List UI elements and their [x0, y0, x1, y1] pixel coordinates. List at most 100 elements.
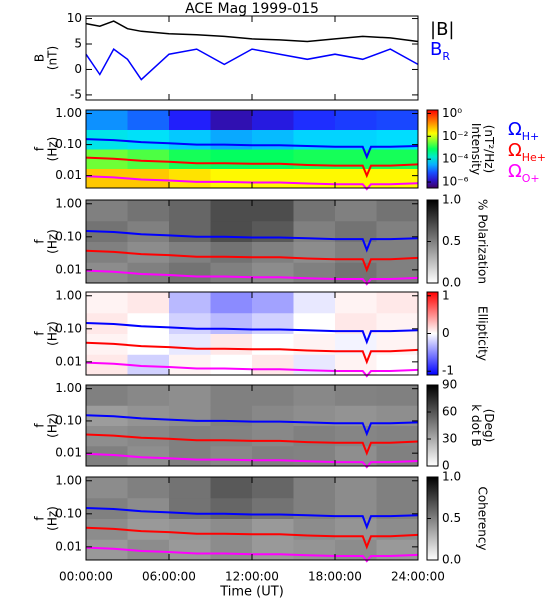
heatmap-cell [335, 405, 377, 426]
cyclotron-line [85, 361, 419, 378]
heatmap-cell [127, 405, 170, 426]
figure-title: ACE Mag 1999-015 [185, 1, 319, 17]
heatmap-cell [210, 241, 253, 263]
heatmap-cell [252, 445, 294, 467]
heatmap-cell [127, 220, 170, 242]
heatmap-cell [376, 477, 419, 499]
legend-entry: BR [430, 39, 450, 63]
heatmap-cell [169, 385, 211, 406]
heatmap-cell [210, 149, 253, 169]
heatmap-cell [127, 354, 170, 376]
heatmap-cell [169, 497, 211, 519]
heatmap-cell [376, 110, 419, 130]
colorbar-tick-label: 0.5 [442, 234, 461, 248]
heatmap-cell [335, 200, 377, 222]
colorbar-label: % Polarization [476, 199, 490, 284]
heatmap-cell [127, 539, 170, 561]
heatmap-cell [252, 262, 294, 284]
heatmap-cell [252, 168, 294, 189]
heatmap-cell [252, 149, 294, 169]
colorbar-tick-label: 0.5 [442, 511, 461, 525]
heatmap-cell [335, 385, 377, 406]
cyclotron-line [85, 507, 419, 530]
heatmap-cell [127, 497, 170, 519]
heatmap-cell [210, 497, 253, 519]
heatmap-cell [293, 262, 336, 284]
heatmap-cell [252, 241, 294, 263]
heatmap-cell [252, 477, 294, 499]
cyclotron-line [85, 341, 419, 365]
y-tick-label: 5 [74, 37, 82, 51]
y-axis-label: (nT) [46, 46, 60, 70]
heatmap-cell [335, 129, 377, 150]
heatmap-cell [335, 477, 377, 499]
colorbar-label: (nT²/Hz) [482, 125, 496, 173]
y-axis-label: f [33, 331, 47, 336]
colorbar-tick-label: 1.0 [442, 470, 461, 484]
x-tick-label: 18:00:00 [308, 570, 362, 584]
heatmap-cell [169, 477, 211, 499]
heatmap-cell [210, 262, 253, 284]
heatmap-cell [169, 220, 211, 242]
colorbar-tick-label: 1 [442, 288, 450, 302]
y-tick-label: 0.10 [55, 506, 82, 520]
y-tick-label: 0.10 [55, 137, 82, 151]
cyclotron-legend-sub: O+ [522, 172, 540, 185]
colorbar-tick-label: -1 [442, 364, 454, 378]
cyclotron-line [85, 452, 419, 469]
colorbar-tick-label: 10⁻² [442, 129, 469, 143]
heatmap-cell [210, 477, 253, 499]
heatmap-cell [210, 292, 253, 314]
heatmap-cell [293, 292, 336, 314]
heatmap-cell [86, 168, 128, 189]
legend-entry-main: |B| [430, 19, 454, 40]
cyclotron-line [85, 433, 419, 456]
y-axis-label: (Hz) [46, 506, 60, 531]
y-axis-label: (Hz) [46, 413, 60, 438]
cyclotron-line [85, 175, 419, 191]
heatmap-cell [169, 445, 211, 467]
y-tick-label: 0.01 [55, 446, 82, 460]
x-axis-label: Time (UT) [219, 585, 284, 600]
heatmap-cell [127, 292, 170, 314]
heatmap-cell [376, 200, 419, 222]
colorbar-label: (Deg) [482, 409, 496, 443]
colorbar-label: k dot B [469, 404, 483, 446]
heatmap-cell [86, 200, 128, 222]
y-axis-label: f [33, 423, 47, 428]
heatmap-cell [169, 539, 211, 561]
heatmap-cell [335, 312, 377, 334]
heatmap-cell [335, 110, 377, 130]
heatmap-cell [210, 445, 253, 467]
cyclotron-line [85, 249, 419, 273]
heatmap-cell [169, 354, 211, 376]
colorbar-tick-label: 10⁰ [442, 106, 462, 120]
heatmap-cell [293, 312, 336, 334]
heatmap-cell [169, 312, 211, 334]
colorbar-tick-label: 90 [442, 378, 457, 392]
colorbar-label: Intensity [469, 123, 483, 175]
line-series [85, 47, 419, 81]
heatmap-cell [293, 168, 336, 189]
heatmap-cell [252, 200, 294, 222]
y-axis-label: (Hz) [46, 229, 60, 254]
heatmap-cell [293, 110, 336, 130]
heatmap-cell [169, 129, 211, 150]
heatmap-cell [252, 110, 294, 130]
legend-entry: |B| [430, 19, 454, 40]
colorbar-tick-label: 0.0 [442, 553, 461, 567]
heatmap-cell [127, 385, 170, 406]
colorbar-tick-label: 10⁻⁶ [442, 175, 469, 189]
heatmap-cell [169, 518, 211, 540]
heatmap-cell [127, 333, 170, 355]
y-tick-label: 0.01 [55, 168, 82, 182]
heatmap-cell [293, 220, 336, 242]
heatmap-cell [252, 497, 294, 519]
cyclotron-legend: ΩH+ [508, 119, 539, 143]
colorbar-label: Coherency [476, 486, 490, 550]
y-axis-label: f [33, 146, 47, 151]
heatmap-cell [252, 220, 294, 242]
heatmap-cell [376, 405, 419, 426]
colorbar-tick-label: 10⁻⁴ [442, 152, 469, 166]
